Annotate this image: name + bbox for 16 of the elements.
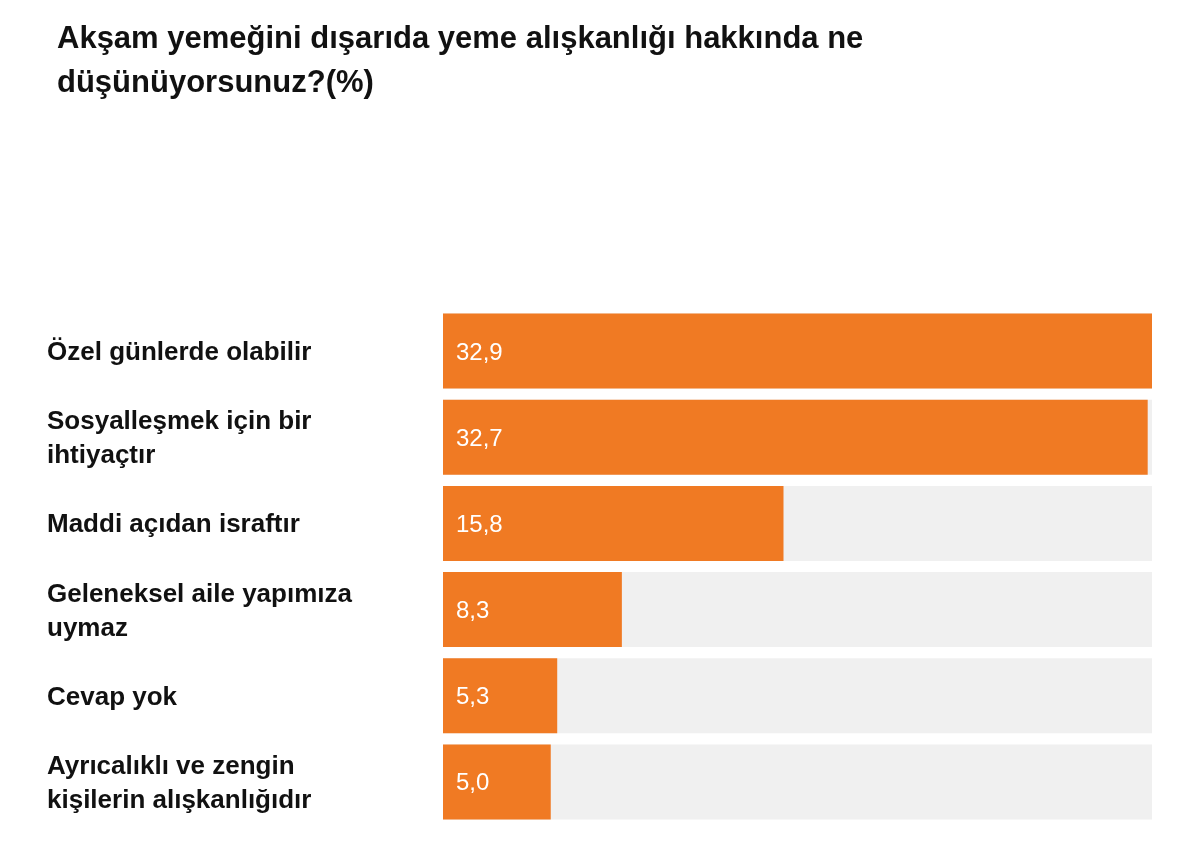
y-tick-label: Geleneksel aile yapımıza uymaz [47,577,360,642]
y-tick-label: Özel günlerde olabilir [47,336,312,367]
bar [443,658,558,734]
bar [443,399,1148,475]
bar [443,744,551,820]
y-tick-label: Sosyalleşmek için bir ihtiyaçtır [47,405,319,470]
data-label: 32,7 [456,423,503,451]
data-label: 5,0 [456,768,490,796]
y-tick-label: Ayrıcalıklı ve zengin kişilerin alışkanlığıdır [47,749,312,814]
chart-title: Akşam yemeğini dışarıda yeme alışkanlığı hakkında ne düşünüyorsunuz?(%) [57,19,872,99]
data-label: 32,9 [456,337,503,365]
data-label: 8,3 [456,596,490,624]
y-tick-label: Maddi açıdan israftır [47,508,300,539]
data-label: 5,3 [456,682,490,710]
y-tick-label: Cevap yok [47,680,178,711]
data-label: 15,8 [456,509,503,537]
